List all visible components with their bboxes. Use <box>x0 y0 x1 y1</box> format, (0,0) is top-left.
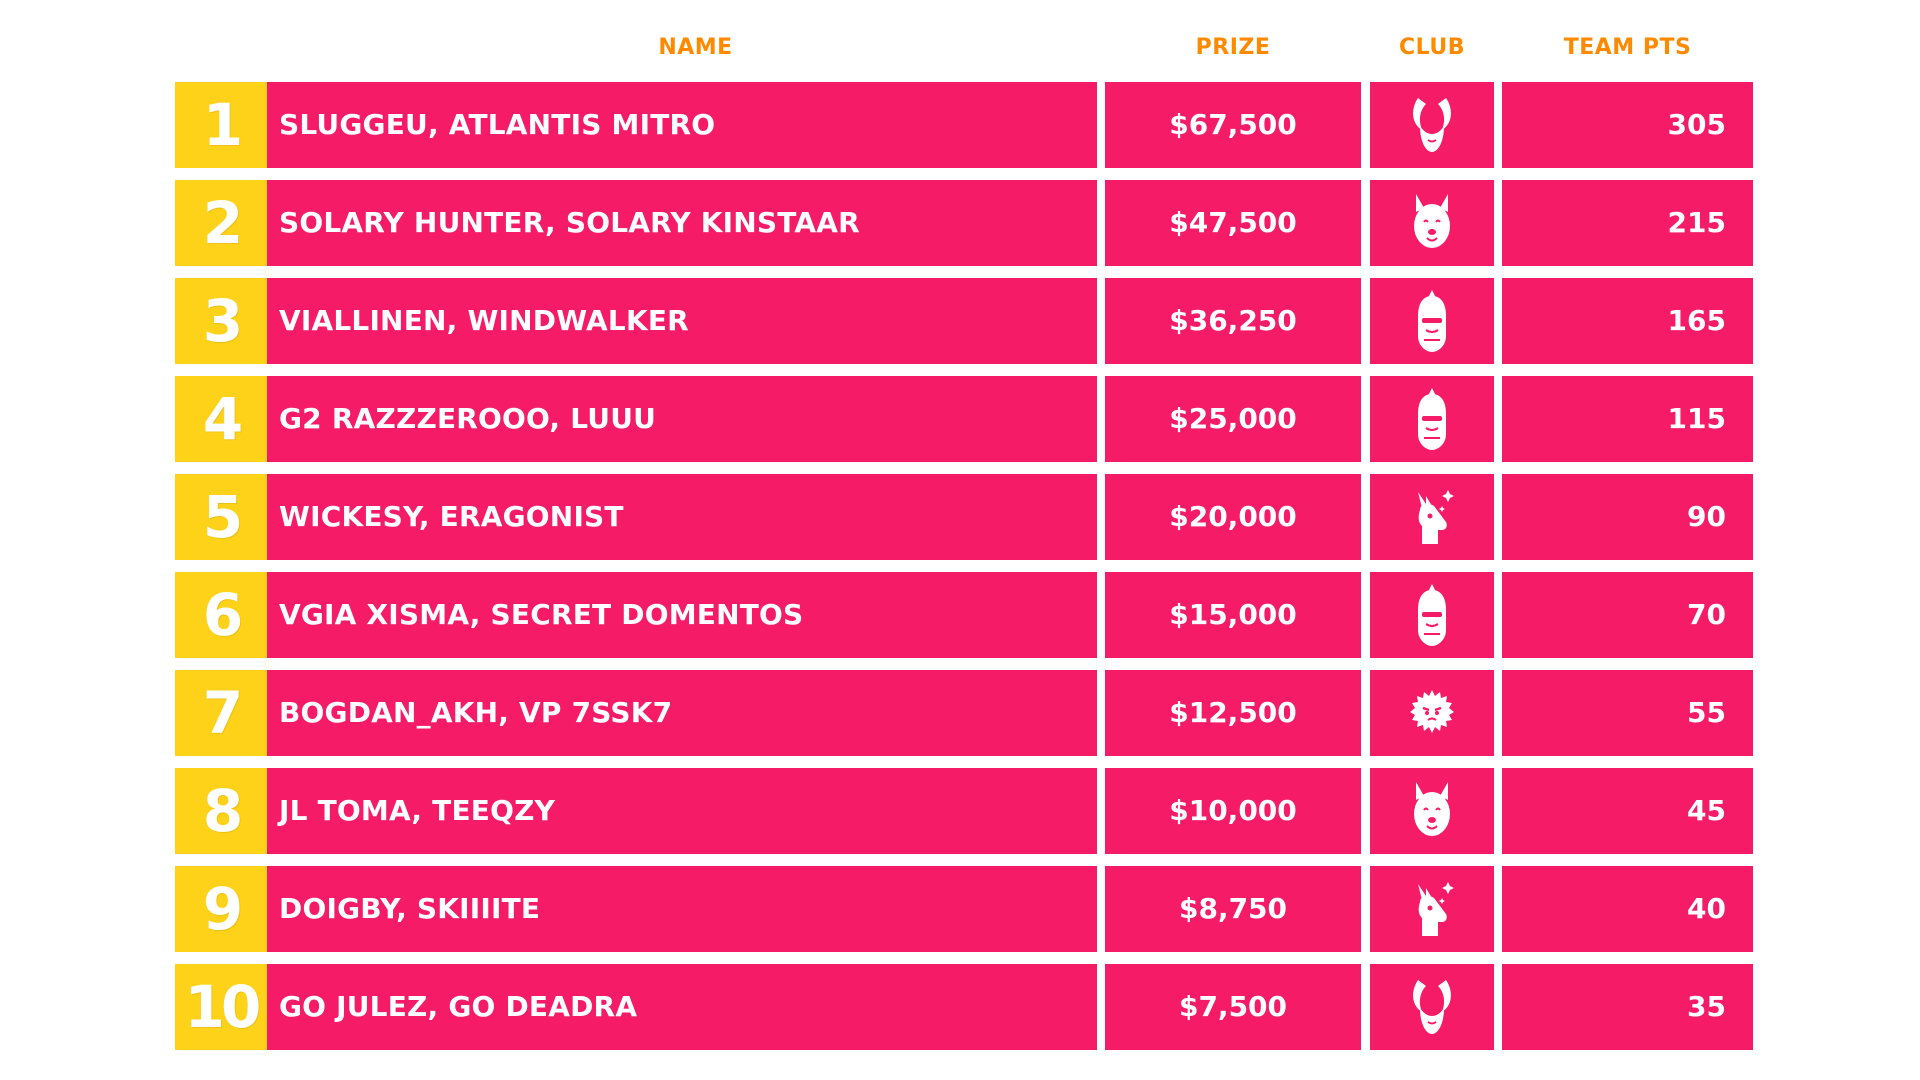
table-row: 7 BOGDAN_AKH, VP 7SSK7 $12,500 55 <box>175 670 1753 756</box>
team-name: SLUGGEU, ATLANTIS MITRO <box>279 108 716 141</box>
team-points: 165 <box>1502 278 1753 364</box>
knight-helmet-icon <box>1404 286 1460 356</box>
rank-badge: 4 <box>175 376 267 462</box>
fuzzy-ball-icon <box>1404 678 1460 748</box>
club-cell <box>1370 82 1494 168</box>
team-name-cell: BOGDAN_AKH, VP 7SSK7 <box>267 670 1097 756</box>
club-cell <box>1370 572 1494 658</box>
prize-value: $10,000 <box>1105 768 1361 854</box>
team-name: SOLARY HUNTER, SOLARY KINSTAAR <box>279 206 860 239</box>
table-row: 4 G2 RAZZZEROOO, LUUU $25,000 115 <box>175 376 1753 462</box>
team-name: G2 RAZZZEROOO, LUUU <box>279 402 657 435</box>
team-name-cell: DOIGBY, SKIIIITE <box>267 866 1097 952</box>
header-club: CLUB <box>1398 35 1465 60</box>
prize-value: $15,000 <box>1105 572 1361 658</box>
club-cell <box>1370 474 1494 560</box>
rank-badge: 8 <box>175 768 267 854</box>
table-header: NAME PRIZE CLUB TEAM PTS <box>175 24 1753 84</box>
rank-badge: 1 <box>175 82 267 168</box>
prize-value: $67,500 <box>1105 82 1361 168</box>
prize-value: $7,500 <box>1105 964 1361 1050</box>
prize-value: $47,500 <box>1105 180 1361 266</box>
club-cell <box>1370 180 1494 266</box>
prize-value: $25,000 <box>1105 376 1361 462</box>
team-name: WICKESY, ERAGONIST <box>279 500 624 533</box>
club-cell <box>1370 866 1494 952</box>
llama-head-icon <box>1404 874 1460 944</box>
bear-head-icon <box>1404 188 1460 258</box>
team-name: JL TOMA, TEEQZY <box>279 794 556 827</box>
team-name: VGIA XISMA, SECRET DOMENTOS <box>279 598 804 631</box>
team-name: VIALLINEN, WINDWALKER <box>279 304 689 337</box>
header-team-pts: TEAM PTS <box>1563 35 1692 60</box>
knight-helmet-icon <box>1404 384 1460 454</box>
rank-badge: 2 <box>175 180 267 266</box>
rank-badge: 9 <box>175 866 267 952</box>
horned-hood-icon <box>1404 972 1460 1042</box>
table-row: 10 GO JULEZ, GO DEADRA $7,500 35 <box>175 964 1753 1050</box>
team-points: 215 <box>1502 180 1753 266</box>
club-cell <box>1370 376 1494 462</box>
team-points: 35 <box>1502 964 1753 1050</box>
team-name-cell: WICKESY, ERAGONIST <box>267 474 1097 560</box>
prize-value: $12,500 <box>1105 670 1361 756</box>
team-name-cell: G2 RAZZZEROOO, LUUU <box>267 376 1097 462</box>
bear-head-icon <box>1404 776 1460 846</box>
team-name: DOIGBY, SKIIIITE <box>279 892 541 925</box>
prize-value: $36,250 <box>1105 278 1361 364</box>
team-name-cell: SLUGGEU, ATLANTIS MITRO <box>267 82 1097 168</box>
leaderboard-table: NAME PRIZE CLUB TEAM PTS 1 SLUGGEU, ATLA… <box>175 24 1753 1064</box>
team-name-cell: JL TOMA, TEEQZY <box>267 768 1097 854</box>
rank-badge: 5 <box>175 474 267 560</box>
table-row: 5 WICKESY, ERAGONIST $20,000 90 <box>175 474 1753 560</box>
header-name: NAME <box>658 35 733 60</box>
team-name-cell: SOLARY HUNTER, SOLARY KINSTAAR <box>267 180 1097 266</box>
rank-badge: 3 <box>175 278 267 364</box>
prize-value: $8,750 <box>1105 866 1361 952</box>
team-points: 305 <box>1502 82 1753 168</box>
club-cell <box>1370 768 1494 854</box>
horned-hood-icon <box>1404 90 1460 160</box>
team-name-cell: GO JULEZ, GO DEADRA <box>267 964 1097 1050</box>
table-row: 9 DOIGBY, SKIIIITE $8,750 40 <box>175 866 1753 952</box>
table-row: 6 VGIA XISMA, SECRET DOMENTOS $15,000 70 <box>175 572 1753 658</box>
team-name: GO JULEZ, GO DEADRA <box>279 990 638 1023</box>
club-cell <box>1370 964 1494 1050</box>
team-name-cell: VIALLINEN, WINDWALKER <box>267 278 1097 364</box>
table-row: 2 SOLARY HUNTER, SOLARY KINSTAAR $47,500… <box>175 180 1753 266</box>
rank-badge: 10 <box>175 964 267 1050</box>
team-points: 45 <box>1502 768 1753 854</box>
knight-helmet-icon <box>1404 580 1460 650</box>
team-points: 55 <box>1502 670 1753 756</box>
team-name-cell: VGIA XISMA, SECRET DOMENTOS <box>267 572 1097 658</box>
rank-badge: 7 <box>175 670 267 756</box>
rank-badge: 6 <box>175 572 267 658</box>
table-row: 3 VIALLINEN, WINDWALKER $36,250 165 <box>175 278 1753 364</box>
team-points: 115 <box>1502 376 1753 462</box>
team-points: 70 <box>1502 572 1753 658</box>
table-row: 8 JL TOMA, TEEQZY $10,000 45 <box>175 768 1753 854</box>
club-cell <box>1370 278 1494 364</box>
prize-value: $20,000 <box>1105 474 1361 560</box>
table-row: 1 SLUGGEU, ATLANTIS MITRO $67,500 305 <box>175 82 1753 168</box>
team-points: 90 <box>1502 474 1753 560</box>
club-cell <box>1370 670 1494 756</box>
team-points: 40 <box>1502 866 1753 952</box>
team-name: BOGDAN_AKH, VP 7SSK7 <box>279 696 673 729</box>
header-prize: PRIZE <box>1195 35 1271 60</box>
llama-head-icon <box>1404 482 1460 552</box>
